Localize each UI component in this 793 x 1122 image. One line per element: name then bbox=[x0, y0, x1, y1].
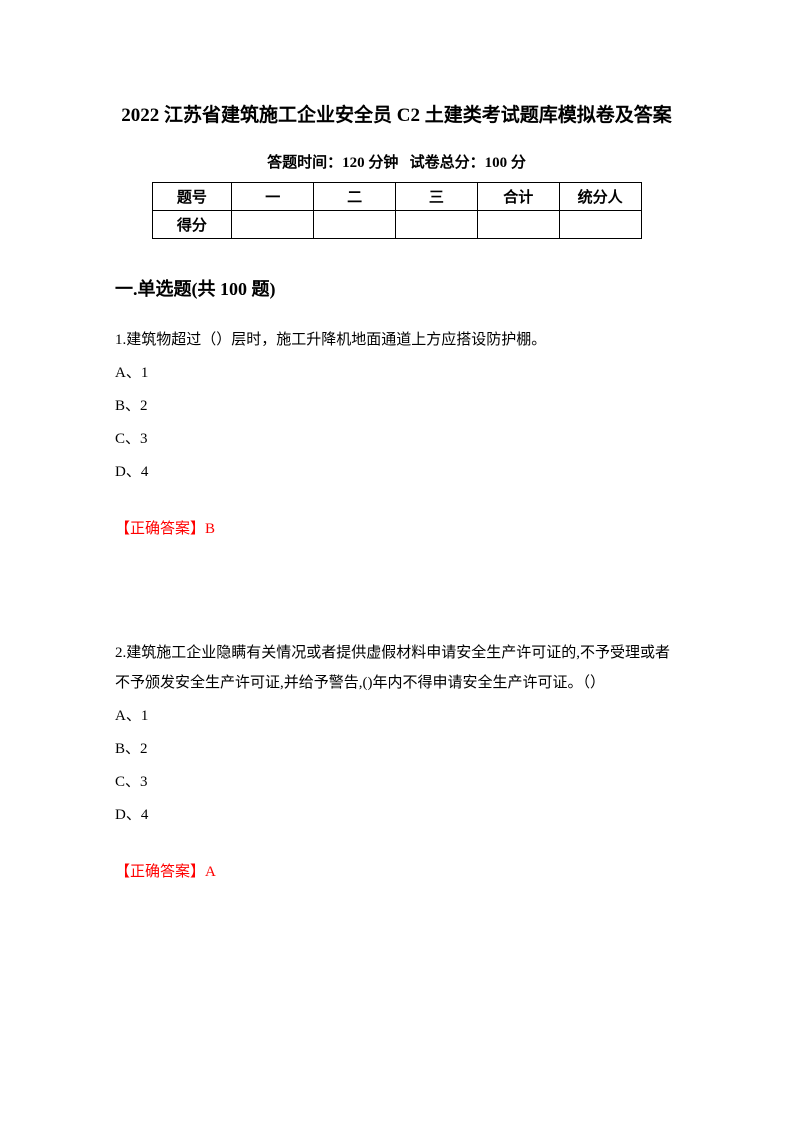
header-cell: 合计 bbox=[477, 183, 559, 211]
header-cell: 三 bbox=[395, 183, 477, 211]
question-2-answer: 【正确答案】A bbox=[115, 860, 678, 881]
score-value: 100 分 bbox=[485, 155, 526, 171]
header-cell: 二 bbox=[314, 183, 396, 211]
score-cell bbox=[477, 211, 559, 239]
row-label-cell: 得分 bbox=[152, 211, 232, 239]
question-1-option-d: D、4 bbox=[115, 456, 678, 489]
header-cell: 题号 bbox=[152, 183, 232, 211]
score-cell bbox=[314, 211, 396, 239]
question-2-option-a: A、1 bbox=[115, 700, 678, 733]
header-cell: 一 bbox=[232, 183, 314, 211]
question-2-option-c: C、3 bbox=[115, 766, 678, 799]
table-header-row: 题号 一 二 三 合计 统分人 bbox=[152, 183, 641, 211]
time-value: 120 分钟 bbox=[342, 155, 398, 171]
question-2-option-b: B、2 bbox=[115, 733, 678, 766]
header-cell: 统分人 bbox=[559, 183, 641, 211]
exam-title: 2022 江苏省建筑施工企业安全员 C2 土建类考试题库模拟卷及答案 bbox=[115, 100, 678, 127]
question-1-option-c: C、3 bbox=[115, 423, 678, 456]
score-cell bbox=[559, 211, 641, 239]
question-1-option-b: B、2 bbox=[115, 390, 678, 423]
section-title: 一.单选题(共 100 题) bbox=[115, 275, 678, 301]
time-label: 答题时间： bbox=[267, 155, 342, 171]
score-cell bbox=[232, 211, 314, 239]
question-1-option-a: A、1 bbox=[115, 357, 678, 390]
question-2-text: 2.建筑施工企业隐瞒有关情况或者提供虚假材料申请安全生产许可证的,不予受理或者不… bbox=[115, 638, 678, 698]
question-2-option-d: D、4 bbox=[115, 799, 678, 832]
exam-subtitle: 答题时间：120 分钟 试卷总分：100 分 bbox=[115, 151, 678, 172]
score-table: 题号 一 二 三 合计 统分人 得分 bbox=[152, 182, 642, 239]
score-label: 试卷总分： bbox=[410, 155, 485, 171]
question-1-answer: 【正确答案】B bbox=[115, 517, 678, 538]
table-score-row: 得分 bbox=[152, 211, 641, 239]
question-1-text: 1.建筑物超过（）层时，施工升降机地面通道上方应搭设防护棚。 bbox=[115, 325, 678, 355]
score-cell bbox=[395, 211, 477, 239]
